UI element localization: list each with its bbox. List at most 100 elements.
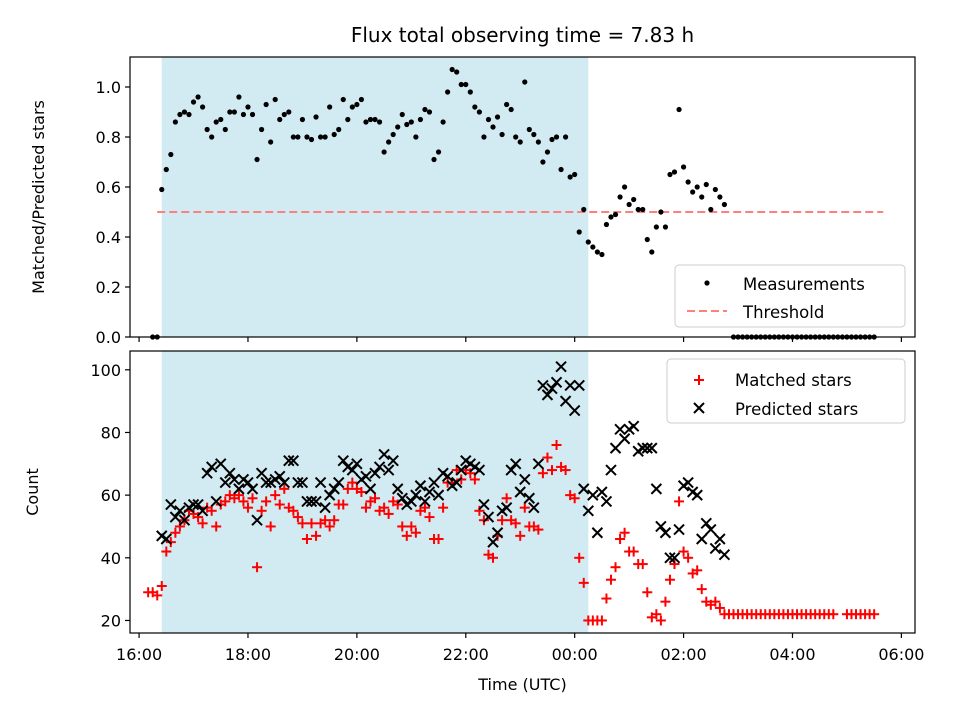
measurement-point [544, 149, 551, 155]
measurement-point [376, 119, 383, 125]
measurement-point [445, 89, 451, 95]
predicted-star-point [228, 473, 241, 486]
measurement-point [245, 104, 251, 110]
matched-star-point [569, 493, 580, 504]
predicted-star-point [187, 498, 200, 511]
measurement-point [680, 164, 687, 170]
measurement-point [658, 209, 664, 215]
measurement-point [585, 239, 591, 245]
predicted-star-point [387, 454, 399, 467]
measurement-point [218, 116, 224, 123]
predicted-star-point [541, 389, 554, 401]
predicted-star-point [360, 470, 372, 483]
matched-star-point [193, 512, 204, 523]
measurement-point [490, 124, 496, 130]
predicted-star-point [305, 495, 318, 508]
x-tick-label: 00:00 [552, 645, 598, 664]
matched-star-point [338, 499, 349, 510]
y-tick-label: 0.6 [96, 178, 121, 197]
matched-star-point [714, 602, 725, 613]
predicted-star-point [378, 448, 390, 461]
bottom-axes-frame [129, 350, 916, 634]
predicted-star-point [559, 395, 572, 407]
matched-star-point [279, 483, 290, 494]
matched-star-point [615, 534, 626, 544]
measurement-point [313, 114, 319, 120]
predicted-star-point [596, 486, 608, 498]
measurement-point [327, 104, 333, 110]
matched-star-point [537, 468, 548, 479]
predicted-star-point [696, 533, 708, 545]
measurement-point [635, 206, 641, 213]
matched-star-point [674, 496, 685, 507]
measurement-point [177, 111, 183, 118]
measurement-point [603, 221, 610, 228]
matched-star-point [274, 499, 285, 510]
measurement-point [268, 139, 274, 145]
matched-star-point [197, 518, 208, 529]
top-axes-frame [129, 56, 916, 338]
predicted-star-point [587, 489, 599, 501]
matched-star-point [297, 518, 308, 529]
measurement-point [281, 111, 287, 118]
predicted-star-point [246, 483, 259, 495]
measurement-point [667, 171, 673, 178]
top-legend: Measurements Threshold [674, 264, 906, 328]
matched-star-point [174, 521, 185, 532]
matched-star-point [152, 590, 163, 601]
matched-star-point [270, 490, 281, 501]
predicted-star-point [655, 520, 667, 533]
matched-star-point [515, 530, 526, 541]
measurement-point [299, 116, 306, 123]
predicted-star-point [591, 527, 604, 539]
bottom-panel: 20 40 60 80 100 16:00 18:00 20:00 22:00 00:00 02:… [23, 350, 924, 694]
measurement-point [186, 111, 192, 118]
predicted-star-point [482, 511, 495, 523]
predicted-star-point [550, 376, 563, 389]
measurement-point [263, 101, 269, 108]
matched-star-point [619, 527, 630, 538]
matched-star-point [474, 505, 485, 516]
measurement-point [408, 119, 414, 125]
matched-star-point [869, 609, 880, 620]
predicted-star-point [578, 483, 590, 495]
y-tick-label: 0.4 [96, 228, 121, 247]
predicted-star-point [614, 423, 626, 436]
measurement-point [472, 104, 478, 110]
measurement-point [644, 236, 650, 243]
measurement-point [717, 194, 723, 200]
measurement-point [395, 124, 401, 130]
predicted-star-point [251, 514, 263, 526]
matched-star-point [360, 502, 371, 513]
matched-star-point [324, 521, 335, 532]
predicted-star-point [233, 483, 245, 495]
matched-star-point [655, 615, 666, 626]
top-y-axis-label: Matched/Predicted stars [29, 100, 48, 294]
measurement-point [522, 79, 528, 85]
top-observing-span-shade [161, 57, 589, 337]
y-tick-label: 0.8 [96, 128, 121, 147]
predicted-star-point [537, 379, 549, 392]
measurement-point [626, 201, 632, 208]
matched-star-point [510, 518, 521, 529]
predicted-star-point [255, 467, 268, 479]
measurement-point [676, 106, 682, 113]
measurement-point [458, 81, 464, 88]
measurement-point [563, 134, 569, 140]
matched-star-point [356, 487, 367, 497]
measurement-point [708, 206, 714, 213]
matched-star-point [401, 530, 412, 541]
predicted-star-point [455, 464, 467, 476]
measurement-point [381, 149, 387, 155]
predicted-star-point [224, 467, 236, 479]
predicted-star-point [487, 536, 499, 548]
matched-star-point [261, 496, 272, 507]
matched-star-point [465, 468, 476, 479]
predicted-star-point [382, 464, 395, 476]
predicted-star-point [441, 470, 454, 483]
predicted-star-point [287, 454, 300, 467]
matched-star-point [551, 440, 562, 450]
measurement-point [694, 184, 700, 190]
matched-star-point [519, 502, 530, 513]
measurement-point [553, 134, 560, 140]
